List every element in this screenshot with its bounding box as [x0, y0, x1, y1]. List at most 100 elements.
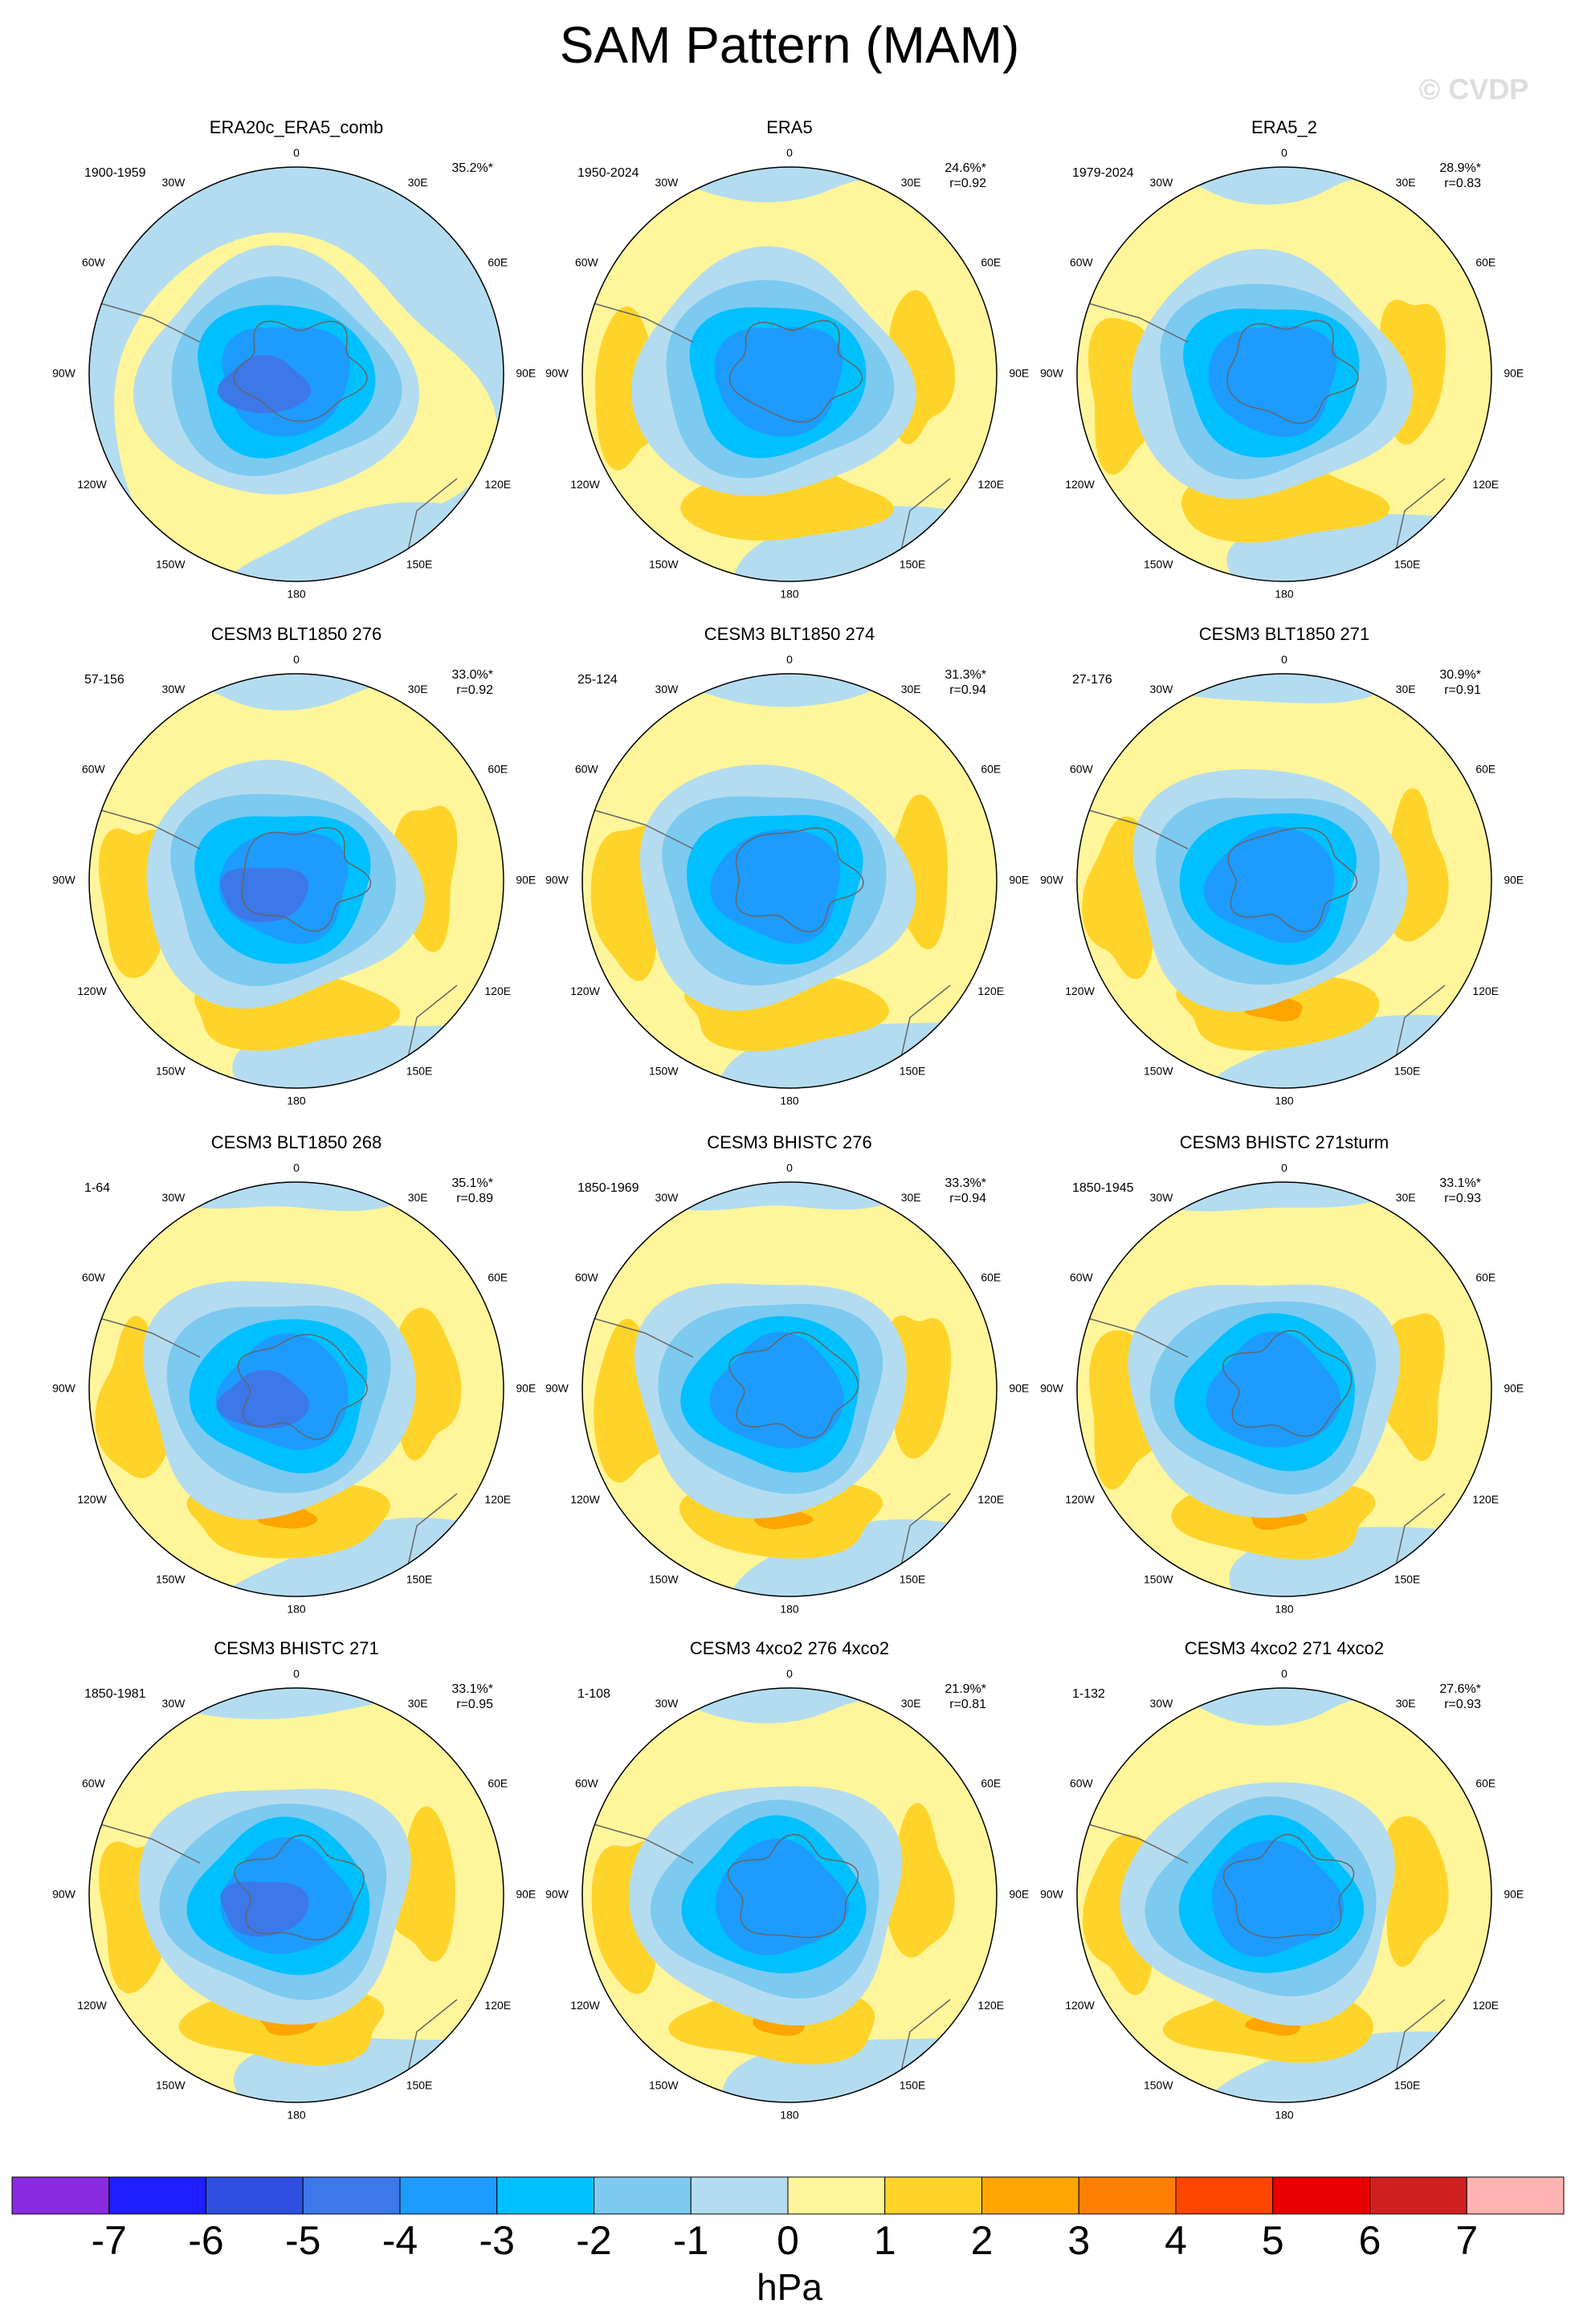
longitude-label: 150W [156, 2079, 186, 2092]
coastline [95, 301, 201, 343]
field-positive-2 [394, 1307, 462, 1461]
longitude-label: 120E [1472, 985, 1499, 997]
longitude-label: 90E [516, 1382, 536, 1395]
coastline [234, 1834, 365, 1941]
map-panel: CESM3 BLT1850 268 1-64 35.1%* r=0.89 0 30E 60E… [52, 1132, 536, 1616]
map-border [581, 1687, 998, 2103]
longitude-label: 60E [981, 255, 1001, 268]
longitude-label: 150E [406, 1573, 433, 1586]
longitude-label: 120E [484, 478, 511, 491]
longitude-label: 90E [1504, 367, 1524, 380]
colorbar-label: -6 [188, 2218, 223, 2263]
longitude-label: 120W [77, 985, 107, 997]
field-negative-4 [220, 867, 309, 923]
coastline [588, 1822, 694, 1864]
field-negative-4 [216, 1370, 310, 1429]
map-border [581, 673, 998, 1089]
colorbar-unit: hPa [757, 2266, 822, 2308]
figure-title: SAM Pattern (MAM) [560, 16, 1020, 74]
longitude-label: 120W [570, 1999, 600, 2012]
longitude-label: 90E [516, 1888, 536, 1901]
longitude-label: 150W [156, 558, 186, 571]
field-negative [716, 1838, 849, 1955]
longitude-label: 90E [1009, 1888, 1029, 1901]
coastline [1083, 1316, 1189, 1358]
longitude-label: 30E [901, 1697, 921, 1710]
longitude-label: 120W [77, 1493, 107, 1506]
longitude-label: 30W [1150, 176, 1174, 189]
longitude-label: 90W [545, 1888, 569, 1901]
longitude-label: 90E [1009, 874, 1029, 887]
field-negative [1206, 1331, 1341, 1448]
longitude-label: 150W [1144, 558, 1173, 571]
longitude-label: 180 [1275, 1094, 1294, 1107]
longitude-label: 0 [786, 1161, 793, 1174]
panel-correlation: r=0.93 [1444, 1698, 1481, 1711]
colorbar-box [302, 2176, 401, 2215]
panel-variance: 30.9%* [1439, 668, 1481, 682]
longitude-label: 60W [82, 1776, 106, 1789]
longitude-label: 120E [1472, 478, 1499, 491]
longitude-label: 0 [786, 146, 793, 159]
longitude-label: 120E [1472, 1493, 1499, 1506]
field-negative [1208, 326, 1337, 438]
map-panel: CESM3 BHISTC 276 1850-1969 33.3%* r=0.94 0 30… [545, 1132, 1029, 1616]
field-negative [1212, 1840, 1344, 1957]
longitude-label: 90W [52, 1382, 76, 1395]
map-panel: CESM3 BLT1850 271 27-176 30.9%*r=0.91 0 30E 6… [1040, 624, 1524, 1107]
longitude-label: 120E [977, 985, 1004, 997]
longitude-label: 90E [1504, 874, 1524, 887]
longitude-label: 60E [981, 1776, 1001, 1789]
longitude-label: 120W [1065, 478, 1095, 491]
colorbar-box [787, 2176, 886, 2215]
longitude-label: 150E [900, 1065, 926, 1078]
coastline [237, 1334, 368, 1441]
longitude-label: 30E [901, 1191, 921, 1204]
longitude-label: 30E [1396, 683, 1416, 695]
longitude-label: 30E [408, 1697, 428, 1710]
panel-title: CESM3 BHISTC 271sturm [1180, 1132, 1389, 1152]
coastline [1083, 1822, 1189, 1864]
panel-variance: 33.3%* [945, 1176, 986, 1190]
field-positive-2 [885, 1803, 955, 1958]
longitude-label: 0 [786, 653, 793, 666]
longitude-label: 60E [488, 255, 508, 268]
colorbar-label: -3 [479, 2218, 515, 2263]
coastline [735, 827, 864, 932]
field-negative-edge [233, 2038, 504, 2102]
longitude-label: 30E [408, 1191, 428, 1204]
longitude-label: 180 [1275, 1602, 1294, 1615]
longitude-label: 150E [406, 1065, 433, 1078]
field-negative [714, 327, 843, 437]
longitude-label: 120E [1472, 1999, 1499, 2012]
longitude-label: 90W [545, 367, 569, 380]
longitude-label: 120E [484, 1999, 511, 2012]
colorbar-label: -5 [285, 2218, 320, 2263]
colorbar-label: 2 [971, 2218, 994, 2263]
map-field [89, 674, 504, 1088]
colorbar-box [594, 2176, 692, 2215]
longitude-label: 30W [162, 176, 186, 189]
longitude-label: 120W [1065, 1999, 1095, 2012]
longitude-label: 150W [649, 558, 679, 571]
field-negative-4 [220, 1882, 309, 1937]
longitude-label: 0 [786, 1667, 793, 1680]
panel-variance: 33.0%* [451, 668, 493, 682]
longitude-label: 90E [1009, 1382, 1029, 1395]
longitude-label: 120W [77, 478, 107, 491]
longitude-label: 60E [1475, 1776, 1495, 1789]
panel-years: 1-132 [1072, 1687, 1105, 1701]
map-panel: CESM3 BLT1850 276 57-156 33.0%*r=0.92 0 30E 6… [52, 624, 536, 1107]
field-negative-4 [218, 354, 311, 414]
longitude-label: 150E [900, 558, 926, 571]
longitude-label: 150E [1394, 558, 1421, 571]
map-panel: CESM3 4xco2 276 4xco2 1-108 21.9%* r=0.81 0 3… [545, 1638, 1029, 2122]
map-panel: CESM3 BLT1850 274 25-124 31.3%*r=0.94 0 30E 6… [545, 624, 1029, 1107]
longitude-label: 90W [52, 874, 76, 887]
panel-correlation: r=0.92 [456, 683, 493, 697]
map-panel: ERA5_2 1979-2024 28.9%* r=0.83 0 30E 60E 90E 120… [1040, 117, 1524, 601]
coastline [588, 301, 694, 343]
longitude-label: 120W [570, 1493, 600, 1506]
longitude-label: 30E [901, 683, 921, 695]
